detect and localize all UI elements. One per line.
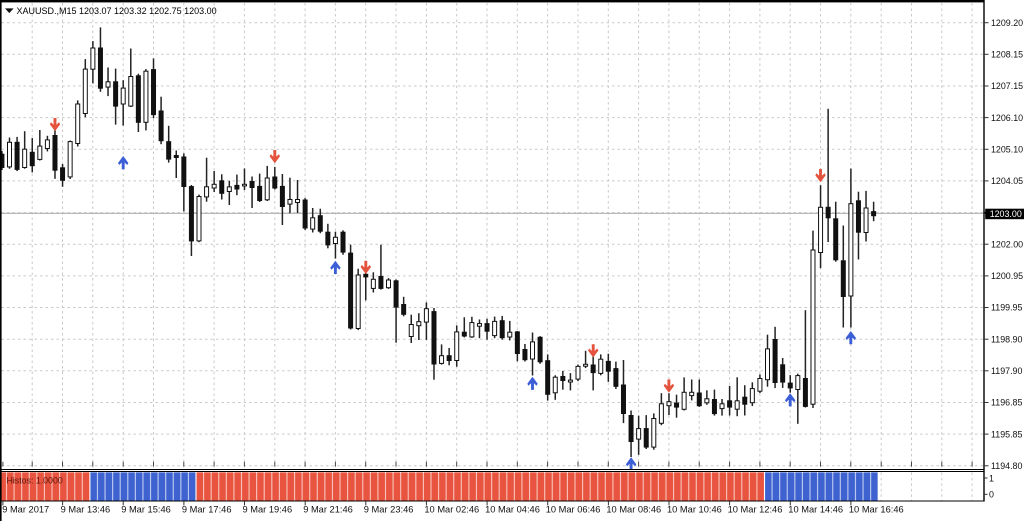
svg-text:9 Mar 17:46: 9 Mar 17:46 [182, 504, 232, 514]
svg-text:10 Mar 14:46: 10 Mar 14:46 [788, 504, 843, 514]
svg-text:9 Mar 19:46: 9 Mar 19:46 [243, 504, 293, 514]
svg-text:1203.00: 1203.00 [990, 209, 1022, 219]
svg-text:9 Mar 2017: 9 Mar 2017 [2, 504, 49, 514]
svg-text:9 Mar 15:46: 9 Mar 15:46 [121, 504, 171, 514]
svg-text:1196.85: 1196.85 [991, 398, 1022, 408]
svg-text:9 Mar 21:46: 9 Mar 21:46 [303, 504, 353, 514]
svg-text:10 Mar 04:46: 10 Mar 04:46 [485, 504, 540, 514]
svg-text:1200.95: 1200.95 [991, 271, 1023, 281]
svg-text:10 Mar 02:46: 10 Mar 02:46 [424, 504, 479, 514]
svg-text:1197.90: 1197.90 [991, 366, 1022, 376]
svg-text:10 Mar 12:46: 10 Mar 12:46 [728, 504, 783, 514]
svg-text:1199.95: 1199.95 [991, 303, 1022, 313]
svg-text:9 Mar 13:46: 9 Mar 13:46 [61, 504, 111, 514]
svg-text:1194.80: 1194.80 [991, 461, 1022, 471]
svg-text:1206.10: 1206.10 [991, 113, 1023, 123]
svg-text:Histos: 1.0000: Histos: 1.0000 [7, 475, 63, 485]
svg-text:1198.90: 1198.90 [991, 334, 1022, 344]
svg-text:10 Mar 16:46: 10 Mar 16:46 [849, 504, 904, 514]
svg-text:1209.20: 1209.20 [991, 18, 1023, 28]
svg-text:10 Mar 06:46: 10 Mar 06:46 [546, 504, 601, 514]
svg-text:9 Mar 23:46: 9 Mar 23:46 [364, 504, 414, 514]
svg-text:10 Mar 08:46: 10 Mar 08:46 [606, 504, 661, 514]
svg-text:10 Mar 10:46: 10 Mar 10:46 [667, 504, 722, 514]
svg-text:1204.05: 1204.05 [991, 176, 1023, 186]
svg-text:XAUUSD.,M15 1203.07 1203.32 1: XAUUSD.,M15 1203.07 1203.32 1202.75 1203… [17, 6, 217, 16]
svg-text:0: 0 [989, 490, 994, 500]
svg-text:1: 1 [989, 473, 994, 483]
svg-text:1195.85: 1195.85 [991, 429, 1022, 439]
svg-text:1205.10: 1205.10 [991, 145, 1023, 155]
svg-text:1202.00: 1202.00 [991, 239, 1023, 249]
svg-text:1208.15: 1208.15 [991, 50, 1023, 60]
svg-text:1207.15: 1207.15 [991, 81, 1023, 91]
